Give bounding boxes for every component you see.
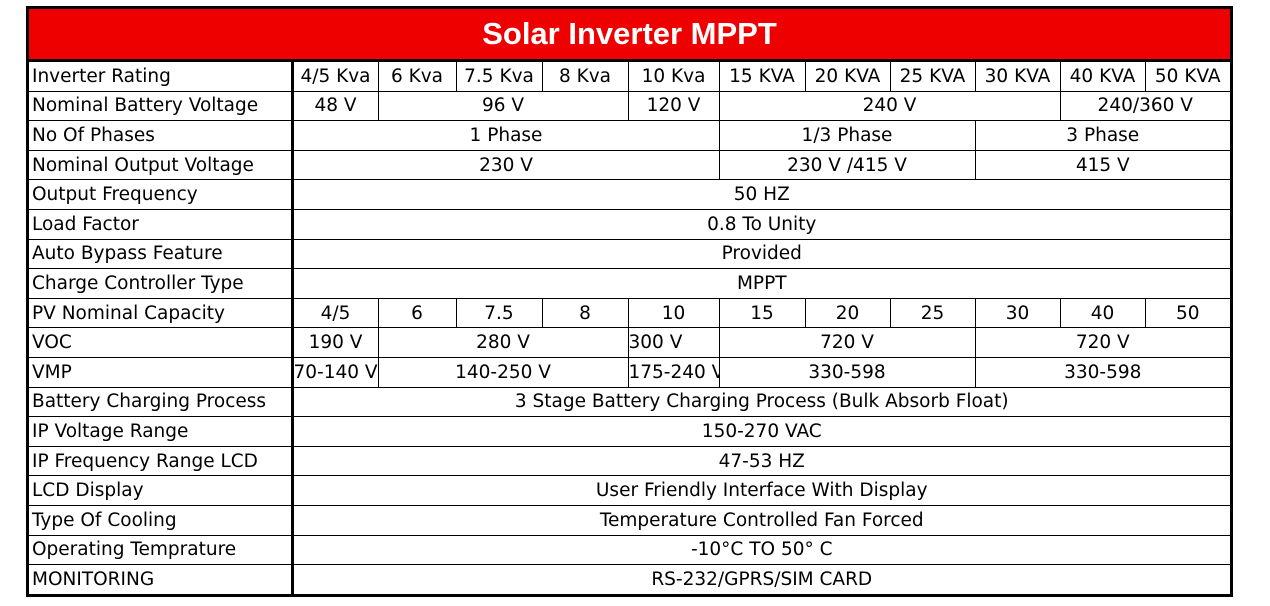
row-label: Inverter Rating [29,62,294,92]
row-label: No Of Phases [29,120,294,151]
table-cell: 50 KVA [1144,62,1230,92]
table-cell: 10 Kva [627,62,720,92]
table-cell: 240/360 V [1059,90,1230,122]
table-cell: 40 KVA [1059,62,1146,92]
table-cell: 190 V [291,327,379,358]
table-cell: 7.5 [455,297,543,329]
table-cell: 140-250 V [377,356,629,388]
row-label: PV Nominal Capacity [29,297,294,329]
table-row-output-frequency: Output Frequency 50 HZ [29,179,1230,210]
table-cell: 4/5 Kva [291,62,379,92]
table-cell: 150-270 VAC [291,416,1230,447]
table-row-cooling: Type Of Cooling Temperature Controlled F… [29,504,1230,536]
table-cell: -10°C TO 50° C [291,534,1230,566]
table-cell: 415 V [974,149,1230,181]
table-row-vmp: VMP 70-140 V 140-250 V 175-240 V 330-598… [29,356,1230,388]
table-cell: 6 Kva [377,62,457,92]
table-cell: 3 Phase [974,120,1230,151]
table-cell: 25 KVA [889,62,976,92]
spec-table: Inverter Rating 4/5 Kva 6 Kva 7.5 Kva 8 … [29,62,1230,594]
table-cell: User Friendly Interface With Display [291,475,1230,506]
table-cell: 70-140 V [291,356,379,388]
table-row-auto-bypass: Auto Bypass Feature Provided [29,238,1230,270]
row-label: LCD Display [29,475,294,506]
table-cell: 330-598 [974,356,1230,388]
table-row-pv-capacity: PV Nominal Capacity 4/5 6 7.5 8 10 15 20… [29,297,1230,329]
table-cell: 48 V [291,90,379,122]
sheet-title: Solar Inverter MPPT [29,9,1230,62]
table-cell: 96 V [377,90,629,122]
table-cell: MPPT [291,268,1230,299]
row-label: Nominal Battery Voltage [29,90,294,122]
row-label: Load Factor [29,208,294,240]
table-row-ip-voltage: IP Voltage Range 150-270 VAC [29,416,1230,447]
table-cell: 4/5 [291,297,379,329]
row-label: Output Frequency [29,179,294,210]
table-cell: 1 Phase [291,120,720,151]
row-label: VOC [29,327,294,358]
table-row-operating-temp: Operating Temprature -10°C TO 50° C [29,534,1230,566]
row-label: Operating Temprature [29,534,294,566]
table-cell: 175-240 V [627,356,720,388]
row-label: Type Of Cooling [29,504,294,536]
table-cell: 120 V [627,90,720,122]
row-label: MONITORING [29,564,294,594]
row-label: Auto Bypass Feature [29,238,294,270]
table-cell: 0.8 To Unity [291,208,1230,240]
table-cell: 20 [804,297,891,329]
table-cell: 300 V [627,327,720,358]
row-label: Nominal Output Voltage [29,149,294,181]
table-cell: 50 [1144,297,1230,329]
table-cell: 30 KVA [974,62,1061,92]
table-row-monitoring: MONITORING RS-232/GPRS/SIM CARD [29,564,1230,594]
table-cell: 40 [1059,297,1146,329]
table-cell: Provided [291,238,1230,270]
table-row-charge-controller: Charge Controller Type MPPT [29,268,1230,299]
table-cell: 20 KVA [804,62,891,92]
row-label: IP Frequency Range LCD [29,445,294,477]
table-cell: 3 Stage Battery Charging Process (Bulk A… [291,386,1230,418]
table-cell: 25 [889,297,976,329]
table-cell: 50 HZ [291,179,1230,210]
table-cell: RS-232/GPRS/SIM CARD [291,564,1230,594]
table-cell: 230 V [291,149,720,181]
table-row-charging-process: Battery Charging Process 3 Stage Battery… [29,386,1230,418]
table-row-ip-frequency: IP Frequency Range LCD 47-53 HZ [29,445,1230,477]
table-cell: 230 V /415 V [718,149,976,181]
table-cell: 6 [377,297,457,329]
table-cell: 8 Kva [541,62,629,92]
table-row-phases: No Of Phases 1 Phase 1/3 Phase 3 Phase [29,120,1230,151]
table-row-inverter-rating: Inverter Rating 4/5 Kva 6 Kva 7.5 Kva 8 … [29,62,1230,92]
table-cell: 7.5 Kva [455,62,543,92]
table-cell: 15 [718,297,806,329]
row-label: IP Voltage Range [29,416,294,447]
table-row-lcd-display: LCD Display User Friendly Interface With… [29,475,1230,506]
spec-sheet: Solar Inverter MPPT Inverter Rating 4/5 … [26,6,1233,597]
table-cell: 47-53 HZ [291,445,1230,477]
table-row-voc: VOC 190 V 280 V 300 V 720 V 720 V [29,327,1230,358]
table-cell: 30 [974,297,1061,329]
row-label: Battery Charging Process [29,386,294,418]
table-cell: 280 V [377,327,629,358]
row-label: Charge Controller Type [29,268,294,299]
table-cell: 240 V [718,90,1061,122]
table-cell: 1/3 Phase [718,120,976,151]
table-cell: 10 [627,297,720,329]
table-cell: 8 [541,297,629,329]
table-cell: 720 V [974,327,1230,358]
row-label: VMP [29,356,294,388]
table-cell: 15 KVA [718,62,806,92]
table-row-battery-voltage: Nominal Battery Voltage 48 V 96 V 120 V … [29,90,1230,122]
table-row-load-factor: Load Factor 0.8 To Unity [29,208,1230,240]
table-cell: 330-598 [718,356,976,388]
table-row-output-voltage: Nominal Output Voltage 230 V 230 V /415 … [29,149,1230,181]
table-cell: 720 V [718,327,976,358]
table-cell: Temperature Controlled Fan Forced [291,504,1230,536]
